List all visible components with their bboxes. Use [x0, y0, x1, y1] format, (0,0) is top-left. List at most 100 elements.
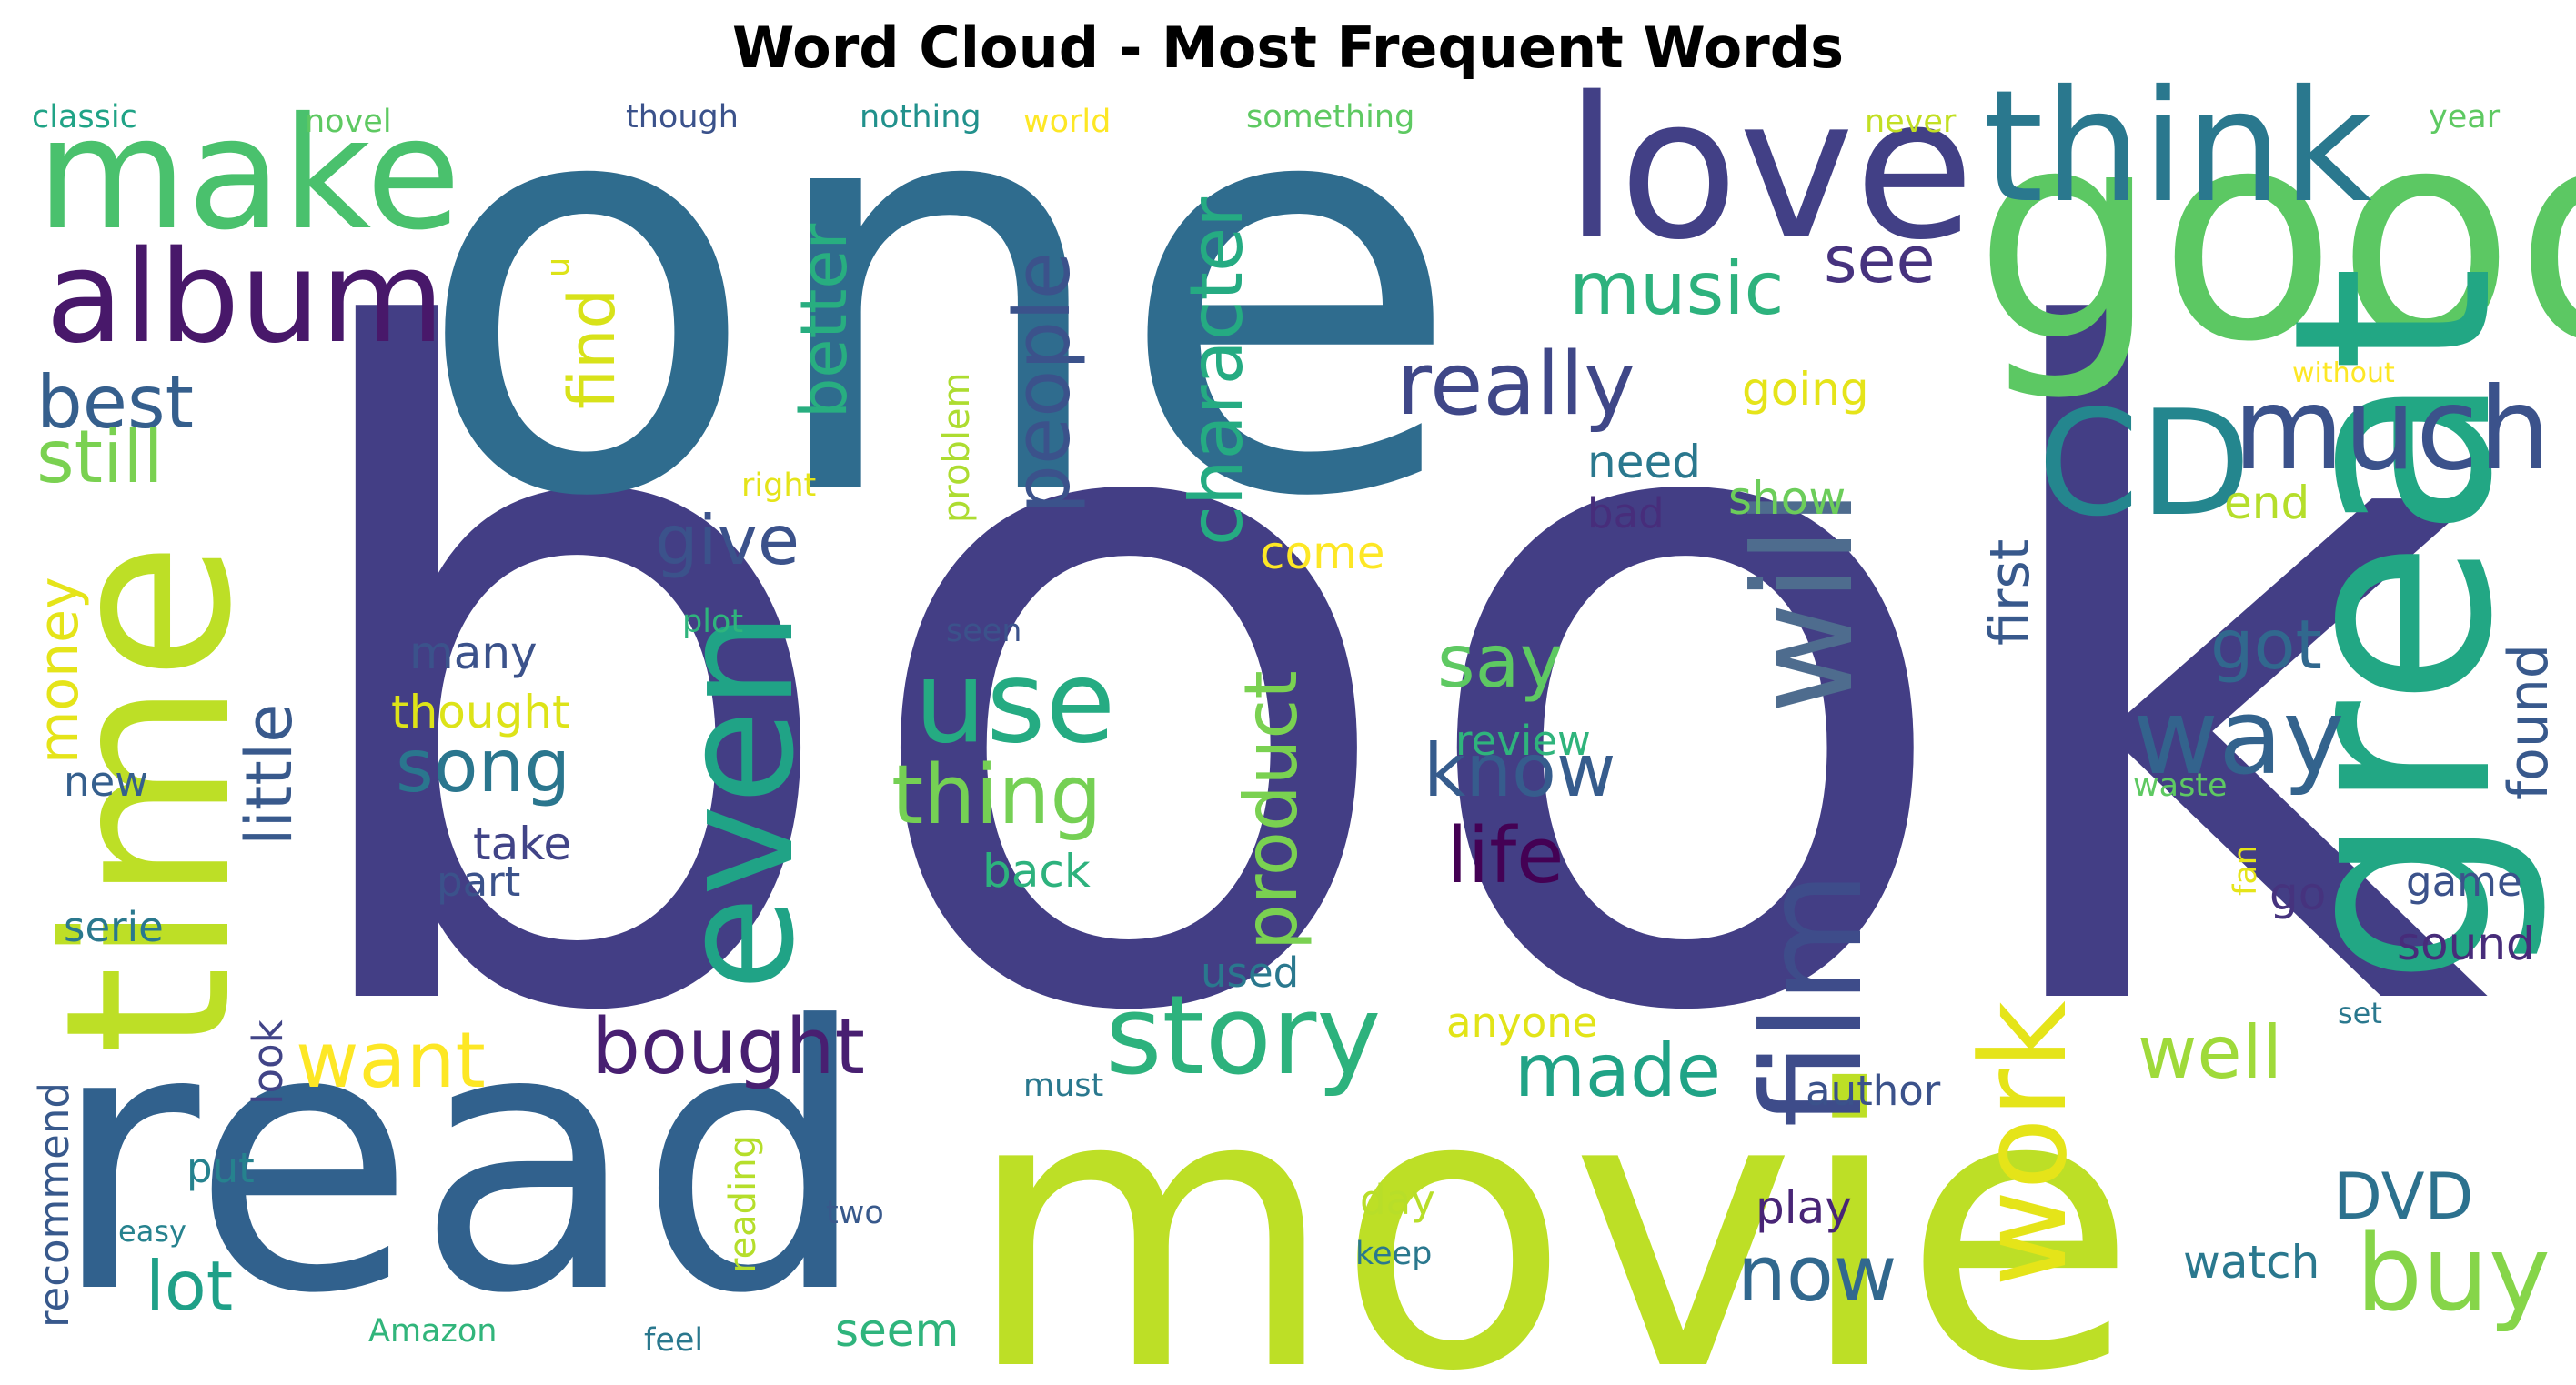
- word-many: many: [409, 627, 538, 679]
- word-see: see: [1824, 223, 1936, 297]
- word-without: without: [2292, 357, 2395, 389]
- word-life: life: [1446, 811, 1564, 901]
- word-part: part: [437, 858, 520, 906]
- word-go: go: [2269, 868, 2326, 920]
- word-song: song: [396, 724, 570, 808]
- word-know: know: [1424, 728, 1615, 813]
- word-album: album: [45, 224, 445, 372]
- word-waste: waste: [2133, 768, 2228, 804]
- word-back: back: [982, 845, 1091, 898]
- word-now: now: [1737, 1229, 1897, 1320]
- word-still: still: [36, 415, 164, 499]
- word-look: look: [244, 1019, 292, 1105]
- word-thing: thing: [891, 748, 1102, 843]
- word-come: come: [1260, 527, 1385, 579]
- word-cd: CD: [2038, 378, 2251, 548]
- word-movie: movie: [964, 1010, 2138, 1385]
- word-well: well: [2138, 1010, 2282, 1095]
- word-book: book: [273, 152, 2490, 1210]
- word-easy: easy: [118, 1214, 186, 1249]
- word-dvd: DVD: [2333, 1159, 2473, 1234]
- word-put: put: [186, 1144, 255, 1192]
- word-never: never: [1865, 104, 1957, 140]
- word-made: made: [1514, 1029, 1721, 1113]
- word-even: even: [649, 611, 829, 991]
- word-way: way: [2133, 677, 2345, 798]
- word-find: find: [555, 288, 629, 409]
- word-review: review: [1455, 717, 1591, 765]
- word-show: show: [1728, 472, 1846, 525]
- word-love: love: [1565, 55, 1975, 283]
- word-right: right: [741, 467, 816, 504]
- word-one: one: [414, 0, 1464, 620]
- word-bought: bought: [591, 1002, 865, 1092]
- word-used: used: [1201, 948, 1299, 997]
- chart-title: Word Cloud - Most Frequent Words: [731, 15, 1845, 81]
- word-found: found: [2497, 644, 2561, 800]
- word-better: better: [787, 224, 861, 418]
- word-two: two: [826, 1195, 884, 1231]
- word-say: say: [1437, 619, 1563, 704]
- word-though: though: [626, 99, 739, 135]
- word-plot: plot: [682, 604, 743, 640]
- word-novel: novel: [305, 104, 392, 140]
- word-lot: lot: [146, 1246, 233, 1326]
- word-day: day: [1360, 1176, 1435, 1224]
- word-work: work: [1955, 1000, 2093, 1287]
- word-classic: classic: [32, 99, 137, 135]
- word-seem: seem: [835, 1304, 959, 1357]
- word-money: money: [27, 577, 91, 764]
- word-got: got: [2210, 605, 2322, 685]
- word-anyone: anyone: [1446, 999, 1597, 1047]
- word-world: world: [1023, 104, 1111, 140]
- word-give: give: [655, 500, 800, 580]
- word-set: set: [2338, 996, 2382, 1030]
- word-read: read: [50, 950, 870, 1373]
- word-fan: fan: [2228, 845, 2264, 896]
- word-use: use: [914, 637, 1115, 768]
- word-need: need: [1587, 436, 1701, 488]
- word-really: really: [1396, 335, 1635, 435]
- word-first: first: [1978, 539, 2042, 646]
- word-people: people: [998, 252, 1088, 514]
- word-nothing: nothing: [860, 99, 981, 135]
- word-amazon: Amazon: [368, 1313, 497, 1350]
- word-going: going: [1742, 363, 1869, 416]
- word-best: best: [36, 360, 194, 445]
- word-time: time: [16, 541, 281, 1055]
- word-thought: thought: [391, 686, 570, 738]
- word-take: take: [473, 818, 571, 870]
- word-serie: serie: [64, 903, 164, 951]
- word-seen: seen: [946, 613, 1021, 649]
- word-film: film: [1735, 871, 1893, 1128]
- word-character: character: [1174, 197, 1259, 546]
- word-new: new: [64, 758, 148, 806]
- word-game: game: [2406, 858, 2522, 906]
- word-recommend: recommend: [30, 1082, 78, 1328]
- word-bad: bad: [1587, 489, 1665, 537]
- word-play: play: [1756, 1181, 1852, 1234]
- word-sound: sound: [2397, 918, 2535, 970]
- word-reading: reading: [722, 1135, 764, 1273]
- word-end: end: [2224, 477, 2309, 529]
- word-feel: feel: [644, 1322, 703, 1359]
- word-story: story: [1105, 973, 1381, 1099]
- word-something: something: [1246, 99, 1414, 135]
- word-must: must: [1023, 1068, 1103, 1104]
- word-little: little: [232, 704, 307, 846]
- word-product: product: [1229, 670, 1313, 950]
- word-great: great: [2235, 266, 2552, 987]
- word-author: author: [1806, 1067, 1941, 1115]
- word-think: think: [1983, 57, 2372, 237]
- word-buy: buy: [2356, 1213, 2551, 1335]
- word-u: u: [540, 257, 577, 277]
- word-will: will: [1726, 488, 1884, 714]
- word-problem: problem: [936, 372, 978, 523]
- word-year: year: [2429, 99, 2501, 135]
- word-make: make: [36, 85, 461, 265]
- word-watch: watch: [2183, 1236, 2319, 1289]
- word-much: much: [2233, 364, 2551, 496]
- word-keep: keep: [1355, 1236, 1432, 1272]
- word-good: good: [1974, 67, 2576, 406]
